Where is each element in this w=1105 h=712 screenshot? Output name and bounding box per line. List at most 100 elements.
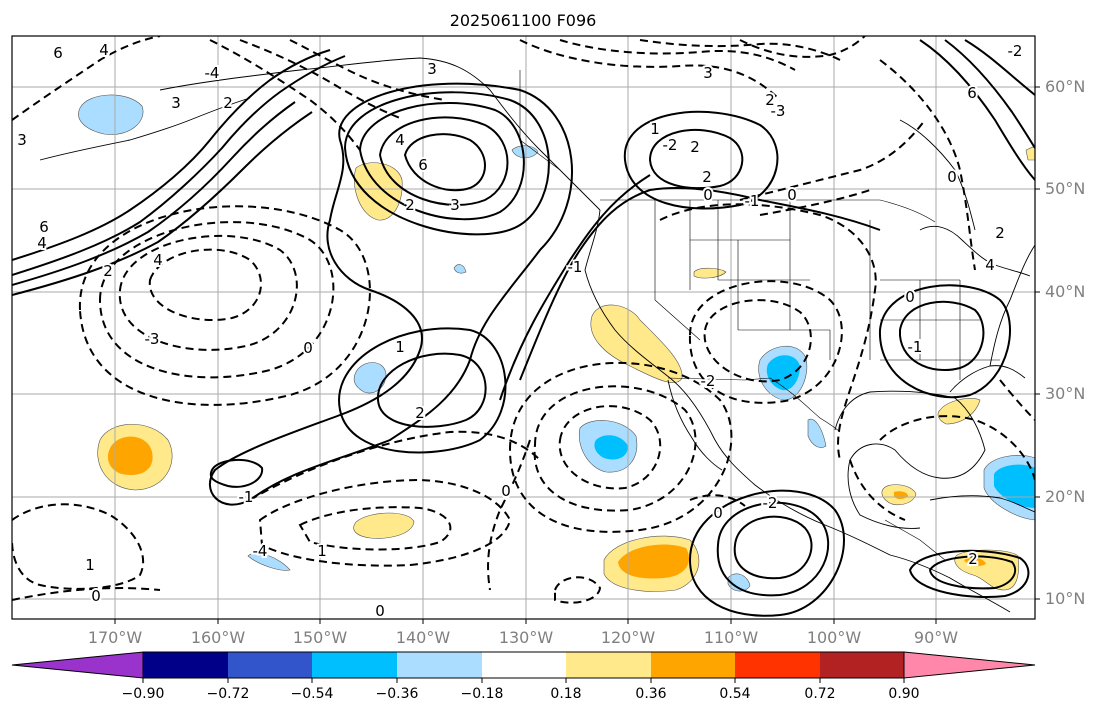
lon-label-150w: 150°W [293,628,348,647]
contour-label-halo: 2 [415,404,425,422]
shade-positive-east-pacific-core [618,544,690,579]
contour-label: 0 [303,339,313,357]
shade-negative-small-pacific-2 [453,264,467,274]
contour-neg-east-0 [999,379,1035,421]
contour-hudson-high-2 [648,128,744,190]
contour-neg-central-america-0 [689,494,746,507]
contour-caribbean-2 [928,555,1017,590]
contour-northwest-stream-6 [12,49,331,261]
shade-negative-texas [807,418,827,448]
contour-label-halo: 2 [995,224,1005,242]
contour-label-halo: 4 [37,234,47,252]
colorbar-tick-label: 0.90 [888,686,919,702]
contour-label: -1 [908,338,923,356]
lon-label-140w: 140°W [396,628,451,647]
contour-ohio-high [898,300,985,371]
contour-label: 4 [153,251,163,269]
contour-neg-north-1 [519,39,781,101]
contour-label: 2 [223,94,233,112]
map-area [12,36,1035,619]
colorbar-segment [312,652,397,678]
contour-label-halo: -2 [1008,42,1023,60]
contour-label: 4 [37,234,47,252]
contour-label-halo: 0 [905,288,915,306]
contour-label: -2 [663,136,678,154]
contour-mexico-high-2 [716,501,830,597]
shade-positive-caribbean-core [964,557,986,567]
contour-neg-bering-0 [12,36,161,121]
lon-label-110w: 110°W [704,628,759,647]
contour-label-halo: 3 [427,60,437,78]
contour-caribbean-1 [908,549,1030,598]
contour-label-halo: 2 [702,168,712,186]
contour-hudson-high-1 [623,110,779,210]
colorbar-segment [735,652,820,678]
contour-label-halo: 3 [171,94,181,112]
contour-label-halo: 3 [703,64,713,82]
contour-label: 6 [967,84,977,102]
contour-label: 6 [53,44,63,62]
contour-label: -3 [145,330,160,348]
colorbar-segment [651,652,735,678]
contour-label-halo: 0 [787,186,797,204]
map-border [11,35,1036,620]
contour-label-halo: 1 [395,338,405,356]
colorbar-frame [142,651,905,679]
contour-northwest-stream-2 [12,111,313,296]
contour-neg-west-pacific-4 [148,248,262,322]
contour-neg-north-3 [639,39,841,61]
contour-neg-alaska-2 [239,39,401,119]
contour-label-halo: 2 [968,550,978,568]
contour-label-halo: 4 [985,256,995,274]
contour-central-1 [338,327,507,454]
colorbar-extend-low [11,651,144,679]
contour-label-halo: 0 [303,339,313,357]
contour-label-halo: 6 [418,156,428,174]
shade-positive-pacific-west-core [107,436,153,476]
contour-label: -2 [763,494,778,512]
contour-label-halo: -2 [701,372,716,390]
latitude-axis: 10°N 20°N 30°N 40°N 50°N 60°N [1035,77,1085,608]
contour-label-halo: 6 [39,218,49,236]
contour-label: -4 [205,64,220,82]
coast-caribbean-cuba [929,495,1035,513]
contour-label: -3 [771,102,786,120]
contour-label: -1 [745,192,760,210]
colorbar: −0.90 −0.72 −0.54 −0.36 −0.18 0.18 0.36 … [11,651,1036,702]
contour-label: 1 [650,120,660,138]
lon-label-90w: 90°W [914,628,958,647]
colorbar-segment [397,652,482,678]
colorbar-extend-high [903,651,1036,679]
colorbar-tick-label: 0.54 [719,686,750,702]
contour-label-halo: 4 [99,41,109,59]
shade-positive-california [590,304,683,383]
contour-neg-northeast-0 [879,59,976,271]
coastlines [39,57,1035,613]
contour-label-halo: 6 [967,84,977,102]
lon-label-100w: 100°W [807,628,862,647]
contour-west-coast-1 [499,174,651,401]
contour-label-halo: 2 [223,94,233,112]
longitude-axis: 170°W 160°W 150°W 140°W 130°W 120°W 110°… [88,619,958,647]
contour-neg-west-pacific-2 [98,221,335,379]
colorbar-tick-label: −0.18 [461,686,504,702]
contour-mexico-high-3 [733,515,813,580]
contour-label-halo: -1 [745,192,760,210]
colorbar-tick-label: 0.36 [635,686,666,702]
border-states-1 [654,200,871,360]
contour-neg-gulf-0 [849,459,906,521]
contour-label: 1 [395,338,405,356]
lat-label-40n: 40°N [1045,282,1085,301]
contour-label: 1 [317,542,327,560]
contour-label-halo: 1 [650,120,660,138]
contour-label-halo: 2 [103,262,113,280]
contour-label-halo: 1 [317,542,327,560]
contour-neg-canada-1 [739,119,926,201]
lon-label-130w: 130°W [499,628,554,647]
contour-neg-north-4 [739,36,866,58]
contour-label-halo: 0 [501,482,511,500]
contour-central-2 [376,352,487,428]
contour-mexico-high-0 [688,489,845,617]
colorbar-segment [566,652,651,678]
contour-label-halo: 6 [53,44,63,62]
